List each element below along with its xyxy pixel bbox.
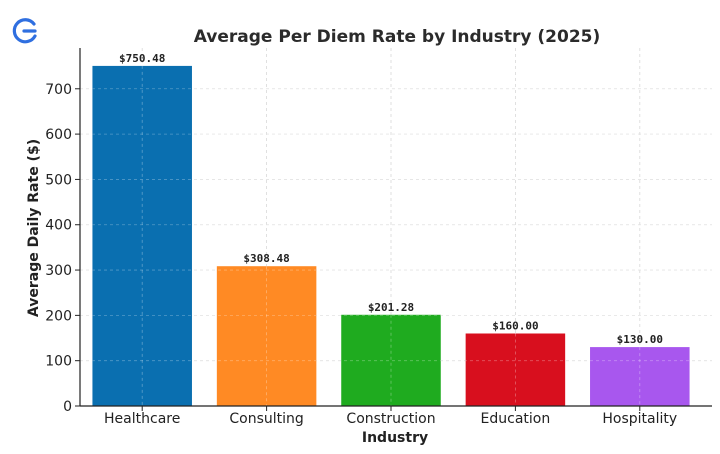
data-label-hospitality: $130.00 xyxy=(617,333,663,346)
bar-hospitality xyxy=(590,347,690,406)
x-axis-label: Industry xyxy=(362,430,428,446)
logo-icon xyxy=(12,18,37,44)
x-tick-label-healthcare: Healthcare xyxy=(104,411,180,427)
data-labels: $750.48 $308.48 $201.28 $160.00 $130.00 xyxy=(119,52,663,346)
bar-consulting xyxy=(216,266,317,406)
x-tick-label-hospitality: Hospitality xyxy=(602,411,677,427)
x-tick-label-construction: Construction xyxy=(346,411,435,427)
chart-title: Average Per Diem Rate by Industry (2025) xyxy=(194,27,601,47)
data-label-construction: $201.28 xyxy=(368,301,414,314)
y-tick-label-6: 600 xyxy=(45,127,72,143)
data-label-healthcare: $750.48 xyxy=(119,52,165,65)
y-tick-label-5: 500 xyxy=(45,172,72,188)
y-tick-label-0: 0 xyxy=(63,399,72,415)
bar-education xyxy=(465,333,566,406)
bar-healthcare xyxy=(92,65,192,407)
y-tick-label-2: 200 xyxy=(45,308,72,324)
x-tick-label-consulting: Consulting xyxy=(229,411,303,427)
x-tick-labels: Healthcare Consulting Construction Educatio… xyxy=(104,406,677,427)
data-label-consulting: $308.48 xyxy=(243,252,289,265)
x-tick-label-education: Education xyxy=(481,411,551,427)
y-tick-label-1: 100 xyxy=(45,354,72,370)
y-tick-label-4: 400 xyxy=(45,218,72,234)
y-tick-label-3: 300 xyxy=(45,263,72,279)
y-tick-labels: 0 100 200 300 400 500 600 700 xyxy=(45,82,80,415)
y-axis-label: Average Daily Rate ($) xyxy=(26,139,42,317)
y-tick-label-7: 700 xyxy=(45,82,72,98)
bar-construction xyxy=(341,314,441,406)
data-label-education: $160.00 xyxy=(492,319,538,332)
bars xyxy=(80,65,712,407)
